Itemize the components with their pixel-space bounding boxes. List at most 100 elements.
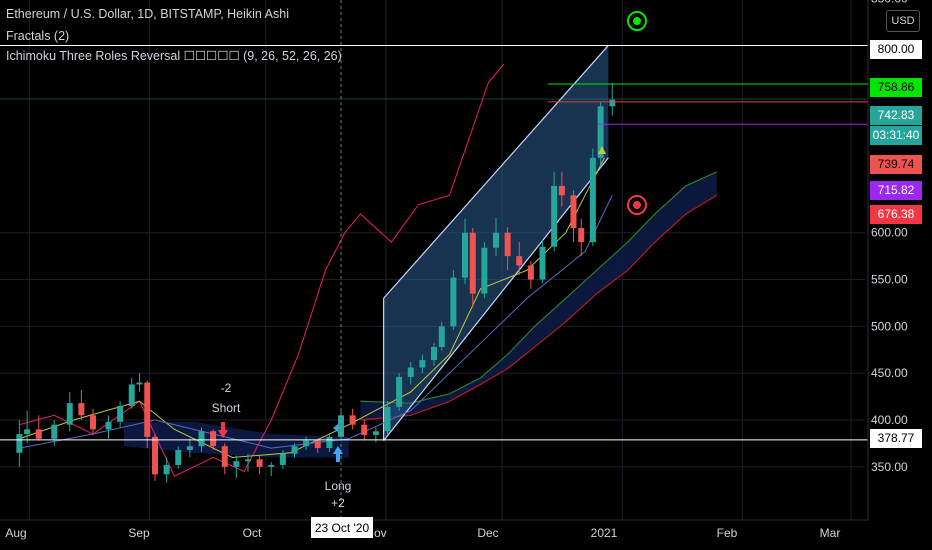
legend-symbol[interactable]: Ethereum / U.S. Dollar, 1D, BITSTAMP, He… — [6, 7, 289, 21]
y-tick-label: 600.00 — [871, 226, 908, 240]
price-label-800: 800.00 — [870, 40, 922, 59]
candle-body — [24, 429, 31, 435]
x-tick-label: Mar — [820, 526, 841, 540]
cloud-span-a — [360, 171, 718, 404]
candle-body — [210, 431, 217, 447]
candle-body — [527, 265, 534, 280]
candle-down — [516, 242, 523, 275]
candle-body — [597, 106, 604, 158]
candle-body — [384, 406, 391, 432]
candle-down — [361, 420, 368, 441]
candles — [16, 82, 616, 483]
candle-body — [105, 421, 112, 430]
candle-up — [609, 82, 616, 116]
buy-signal-icon — [627, 11, 647, 31]
candle-up — [291, 443, 298, 458]
buy-signal-dot — [633, 17, 641, 25]
candle-down — [578, 218, 585, 257]
candle-up — [24, 410, 31, 444]
candle-up — [117, 401, 124, 428]
candle-body — [175, 449, 182, 465]
y-tick-label: 400.00 — [871, 413, 908, 427]
candle-body — [152, 436, 158, 475]
candle-body — [407, 367, 414, 377]
candle-body — [136, 382, 143, 385]
candle-body — [256, 459, 263, 467]
candle-up — [407, 361, 414, 385]
candle-down — [90, 408, 96, 435]
candle-down — [144, 380, 151, 449]
candle-body — [516, 256, 523, 266]
candle-body — [314, 440, 321, 449]
legend-ichimoku[interactable]: Ichimoku Three Roles Reversal ☐☐☐☐☐ (9, … — [6, 49, 342, 63]
long-arrow-icon — [333, 446, 343, 462]
candle-body — [396, 376, 403, 407]
channel-upper-line — [383, 45, 609, 299]
candle-body — [117, 405, 124, 422]
candle-body — [450, 277, 457, 327]
candle-up — [136, 373, 143, 392]
currency-button[interactable]: USD — [886, 10, 920, 32]
countdown-label: 03:31:40 — [870, 126, 922, 145]
legend-fractals[interactable]: Fractals (2) — [6, 29, 70, 43]
ichimoku-cloud — [360, 171, 717, 420]
conversion-line — [19, 157, 605, 458]
fractal-up-icon — [598, 146, 606, 154]
candle-up — [589, 148, 596, 246]
candle-up — [597, 101, 604, 168]
candle-body — [481, 247, 488, 294]
candle-up — [462, 218, 468, 285]
candle-body — [279, 453, 286, 465]
candle-down — [570, 190, 577, 243]
candle-body — [438, 326, 445, 347]
candle-down — [527, 260, 534, 289]
candle-body — [570, 195, 577, 229]
candle-down — [314, 438, 321, 453]
candle-up — [539, 240, 546, 284]
candle-up — [326, 434, 333, 452]
short-label-top: -2 — [221, 381, 232, 395]
candle-up — [66, 391, 73, 432]
crosshair-marker-icon — [333, 424, 338, 432]
candle-up — [128, 377, 135, 409]
candle-up — [431, 343, 437, 366]
price-label-742: 742.83 — [870, 106, 922, 125]
candle-body — [268, 464, 275, 467]
crosshair-date-label: 23 Oct '20 — [315, 521, 370, 535]
candle-up — [384, 401, 391, 435]
candle-body — [504, 232, 511, 257]
candle-body — [558, 185, 565, 196]
candle-body — [144, 382, 151, 437]
price-label-676: 676.38 — [870, 205, 922, 224]
candle-body — [90, 415, 96, 430]
candle-down — [78, 390, 85, 420]
candle-body — [578, 228, 585, 243]
candle-up — [16, 420, 23, 467]
candle-down — [504, 227, 511, 271]
x-tick-label: Dec — [477, 526, 498, 540]
y-tick-label: 500.00 — [871, 319, 908, 333]
candle-up — [233, 455, 240, 479]
candle-body — [462, 232, 468, 278]
candle-body — [551, 185, 558, 247]
y-tick-label: 450.00 — [871, 366, 908, 380]
candle-body — [78, 403, 85, 416]
candle-up — [175, 446, 182, 469]
candle-body — [349, 415, 356, 425]
lagging-span — [19, 63, 505, 477]
candle-body — [609, 99, 616, 107]
price-label-758: 758.86 — [870, 78, 922, 97]
candle-body — [35, 429, 42, 439]
candle-body — [419, 360, 426, 368]
x-tick-label: Oct — [243, 526, 262, 540]
y-tick-label: 850.00 — [871, 0, 908, 6]
candle-down — [558, 171, 565, 207]
candle-down — [256, 455, 263, 475]
price-label-715: 715.82 — [870, 181, 922, 200]
sell-signal-icon — [627, 195, 647, 215]
candle-body — [186, 446, 193, 450]
x-tick-label: Feb — [717, 526, 738, 540]
candle-body — [198, 431, 205, 447]
candle-body — [66, 403, 73, 425]
